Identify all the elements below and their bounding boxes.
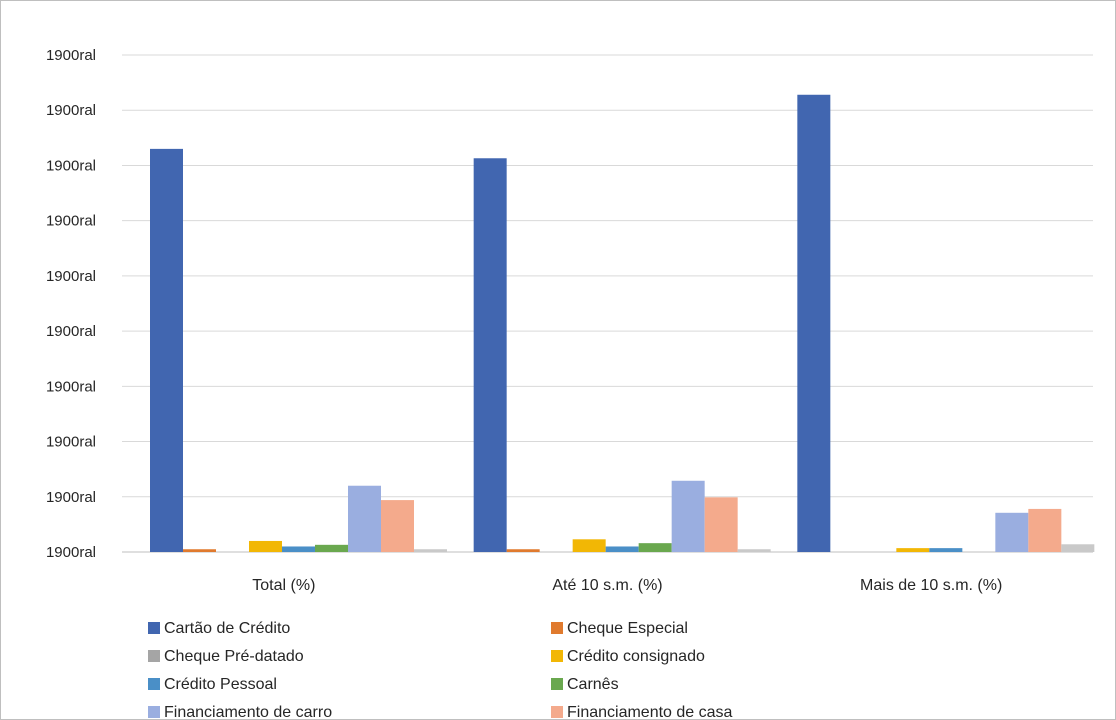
legend-swatch: [148, 678, 160, 690]
bar: [995, 512, 1029, 552]
bar: [315, 544, 348, 552]
bar: [249, 540, 282, 552]
y-tick-label: 1900ral: [46, 102, 96, 119]
bar: [381, 500, 414, 552]
bar: [1061, 544, 1095, 552]
bar: [896, 548, 930, 552]
bar: [704, 497, 738, 552]
y-tick-label: 1900ral: [46, 213, 96, 230]
category-label: Total (%): [252, 577, 315, 594]
bar: [605, 546, 639, 552]
y-tick-label: 1900ral: [46, 47, 96, 64]
legend-label: Financiamento de carro: [164, 704, 332, 720]
category-label: Até 10 s.m. (%): [552, 577, 662, 594]
bar: [929, 548, 963, 552]
bar: [638, 543, 672, 552]
y-tick-label: 1900ral: [46, 157, 96, 174]
bar: [414, 549, 447, 552]
legend-swatch: [551, 678, 563, 690]
bar: [282, 546, 315, 552]
y-tick-label: 1900ral: [46, 323, 96, 340]
legend-swatch: [148, 706, 160, 718]
bar: [506, 549, 540, 552]
legend-label: Cartão de Crédito: [164, 620, 290, 637]
bar: [1028, 508, 1062, 552]
legend-swatch: [551, 622, 563, 634]
legend-label: Carnês: [567, 676, 619, 693]
bar: [797, 94, 831, 552]
y-tick-label: 1900ral: [46, 268, 96, 285]
y-tick-label: 1900ral: [46, 378, 96, 395]
legend-swatch: [551, 650, 563, 662]
legend-label: Crédito consignado: [567, 648, 705, 665]
y-tick-label: 1900ral: [46, 489, 96, 506]
legend-swatch: [551, 706, 563, 718]
legend-label: Cheque Pré-datado: [164, 648, 304, 665]
y-tick-label: 1900ral: [46, 434, 96, 451]
category-label: Mais de 10 s.m. (%): [860, 577, 1002, 594]
legend-swatch: [148, 622, 160, 634]
bar: [671, 480, 705, 552]
legend-label: Cheque Especial: [567, 620, 688, 637]
y-tick-label: 1900ral: [46, 544, 96, 561]
bar: [348, 485, 381, 552]
bar: [473, 158, 507, 552]
bar: [183, 549, 216, 552]
legend-swatch: [148, 650, 160, 662]
legend-label: Financiamento de casa: [567, 704, 733, 720]
bar: [572, 539, 606, 552]
bar: [150, 148, 183, 552]
legend-label: Crédito Pessoal: [164, 676, 277, 693]
bar: [737, 549, 771, 552]
